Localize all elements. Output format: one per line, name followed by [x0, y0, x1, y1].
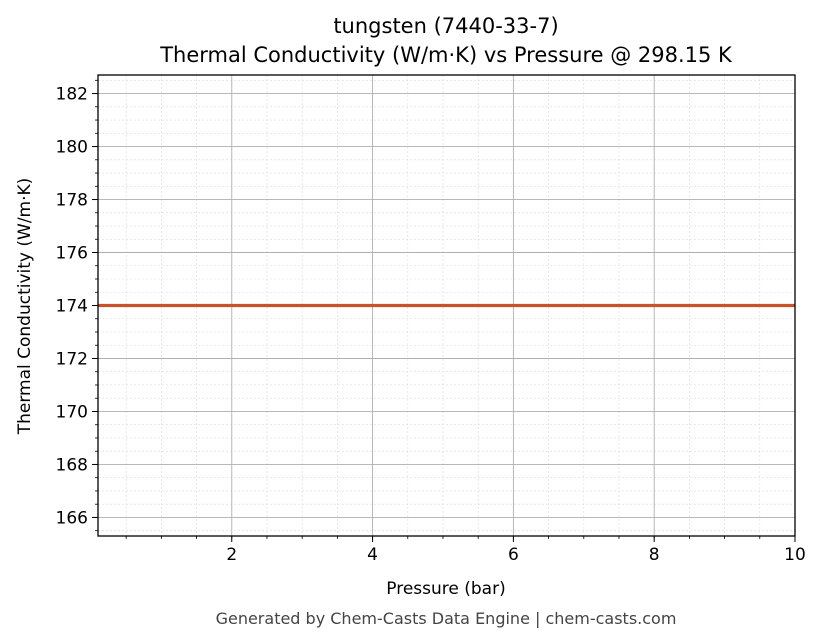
y-axis-label: Thermal Conductivity (W/m·K) — [15, 178, 35, 436]
y-tick-label: 178 — [56, 191, 88, 211]
x-tick-label: 4 — [367, 545, 378, 565]
footer-credit: Generated by Chem-Casts Data Engine | ch… — [216, 609, 677, 628]
chart-subtitle: Thermal Conductivity (W/m·K) vs Pressure… — [159, 43, 733, 67]
axis-ticks — [92, 79, 796, 542]
x-axis-label: Pressure (bar) — [386, 579, 505, 599]
tick-labels: 2 4 6 8 10 166 168 170 172 174 176 178 180 182 — [56, 85, 806, 565]
y-tick-label: 172 — [56, 349, 88, 369]
chart-title: tungsten (7440-33-7) — [333, 14, 558, 38]
x-tick-label: 2 — [226, 545, 237, 565]
x-tick-label: 6 — [508, 545, 519, 565]
y-tick-label: 180 — [56, 138, 88, 158]
y-tick-label: 166 — [56, 508, 88, 528]
y-tick-label: 182 — [56, 85, 88, 105]
y-tick-label: 168 — [56, 455, 88, 475]
x-tick-label: 10 — [784, 545, 806, 565]
y-tick-label: 170 — [56, 402, 88, 422]
y-tick-label: 174 — [56, 297, 88, 317]
x-tick-label: 8 — [649, 545, 660, 565]
y-tick-label: 176 — [56, 244, 88, 264]
